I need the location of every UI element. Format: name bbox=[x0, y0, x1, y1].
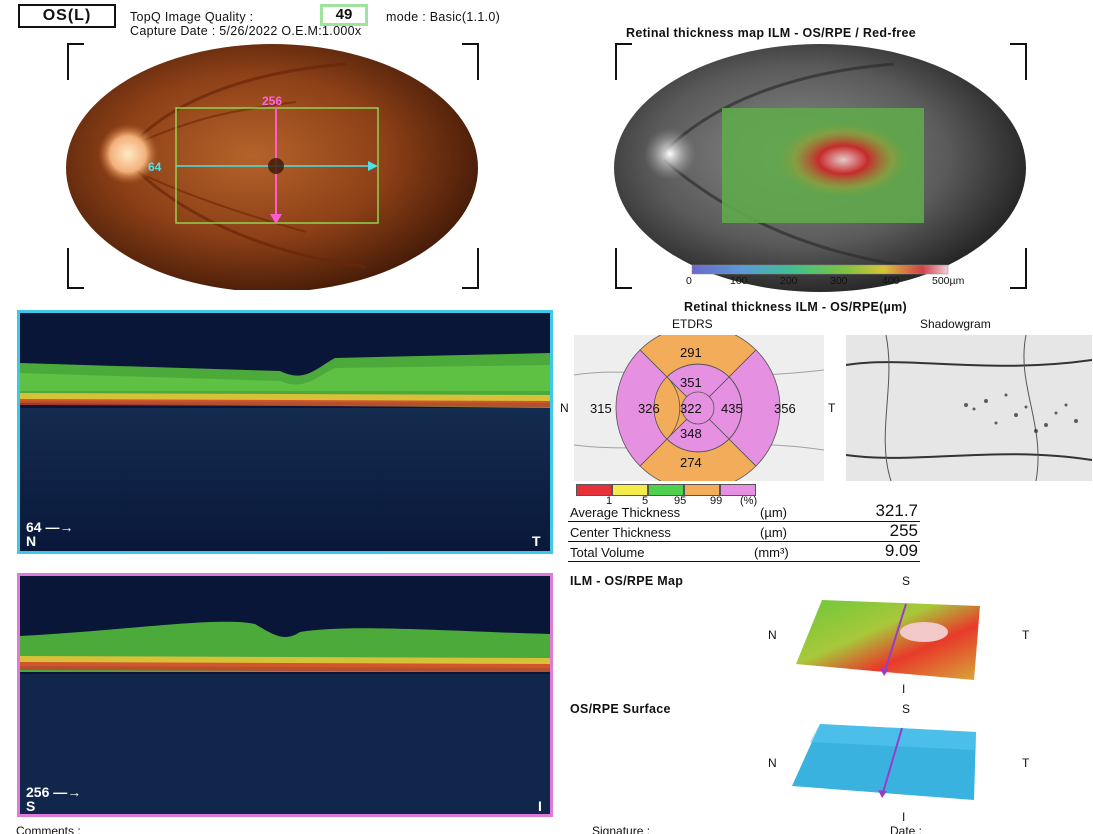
fundus-panel: 256 64 bbox=[66, 42, 480, 292]
scale-tick: 400 bbox=[882, 275, 900, 287]
avg-thickness-unit: (µm) bbox=[760, 505, 787, 520]
bscan-horizontal-image bbox=[20, 313, 550, 551]
thickness-map-image bbox=[614, 43, 1027, 292]
bscan-h-right: T bbox=[532, 533, 541, 549]
thickness-map-panel: 0 100 200 300 400 500µm bbox=[614, 42, 1028, 292]
stat-row-average: Average Thickness (µm) 321.7 bbox=[568, 501, 920, 522]
etdrs-chart: 291 351 315 326 322 435 356 348 274 bbox=[574, 335, 824, 481]
etdrs-grid bbox=[574, 335, 824, 481]
stat-row-volume: Total Volume (mm³) 9.09 bbox=[568, 541, 920, 562]
scan-v-label: 256 bbox=[262, 94, 283, 108]
etdrs-outer-temporal: 356 bbox=[774, 401, 796, 416]
center-thickness-unit: (µm) bbox=[760, 525, 787, 540]
legend-swatch-borderline-high bbox=[684, 484, 720, 496]
signature-label: Signature : bbox=[592, 824, 651, 834]
etdrs-side-n: N bbox=[560, 401, 569, 415]
total-volume-value: 9.09 bbox=[884, 541, 918, 560]
bscan-h-index: 64 —→ bbox=[26, 519, 74, 535]
legend-tick: 99 bbox=[710, 495, 723, 507]
legend-tick: 1 bbox=[606, 495, 613, 507]
total-volume-label: Total Volume bbox=[570, 545, 645, 560]
legend-tick: (%) bbox=[740, 495, 758, 507]
legend-swatch-borderline-low bbox=[612, 484, 648, 496]
center-thickness-value: 255 bbox=[889, 521, 918, 540]
legend-tick: 5 bbox=[642, 495, 649, 507]
bscan-v-index: 256 —→ bbox=[26, 784, 82, 800]
etdrs-inner-nasal: 326 bbox=[638, 401, 660, 416]
ilm-3d-surface bbox=[794, 590, 984, 682]
shadowgram-image bbox=[846, 335, 1092, 481]
quality-value: 49 bbox=[320, 4, 368, 26]
capture-date: Capture Date : 5/26/2022 O.E.M:1.000x bbox=[130, 24, 362, 38]
osrpe-n: N bbox=[768, 756, 777, 770]
etdrs-outer-superior: 291 bbox=[680, 345, 702, 360]
legend-tick: 95 bbox=[674, 495, 687, 507]
legend-ticks: 1 5 95 99 (%) bbox=[576, 495, 776, 507]
etdrs-title: Retinal thickness ILM - OS/RPE(µm) bbox=[684, 300, 907, 314]
quality-label: TopQ Image Quality : bbox=[130, 10, 254, 24]
total-volume-unit: (mm³) bbox=[754, 545, 789, 560]
etdrs-center: 322 bbox=[680, 401, 702, 416]
etdrs-inner-inferior: 348 bbox=[680, 426, 702, 441]
legend-swatch-normal bbox=[648, 484, 684, 496]
etdrs-side-t: T bbox=[828, 401, 836, 415]
osrpe-3d-surface bbox=[790, 720, 980, 804]
etdrs-inner-superior: 351 bbox=[680, 375, 702, 390]
thickness-scale-ticks: 0 100 200 300 400 500µm bbox=[686, 275, 1016, 289]
scale-tick: 100 bbox=[730, 275, 748, 287]
osrpe-s: S bbox=[902, 702, 911, 716]
osrpe-t: T bbox=[1022, 756, 1030, 770]
fundus-image bbox=[66, 43, 479, 292]
stat-row-center: Center Thickness (µm) 255 bbox=[568, 521, 920, 542]
bscan-v-right: I bbox=[538, 798, 542, 814]
avg-thickness-value: 321.7 bbox=[875, 501, 918, 520]
ilm-map-n: N bbox=[768, 628, 777, 642]
legend-swatch-low bbox=[576, 484, 612, 496]
etdrs-outer-nasal: 315 bbox=[590, 401, 612, 416]
scale-tick: 0 bbox=[686, 275, 692, 287]
shadowgram-label: Shadowgram bbox=[920, 317, 991, 331]
etdrs-legend bbox=[576, 484, 756, 496]
thickness-map-title: Retinal thickness map ILM - OS/RPE / Red… bbox=[626, 26, 916, 40]
bscan-vertical: 256 —→ S I bbox=[17, 573, 553, 817]
scale-tick: 200 bbox=[780, 275, 798, 287]
mode-label: mode : Basic(1.1.0) bbox=[386, 10, 501, 24]
ilm-map-t: T bbox=[1022, 628, 1030, 642]
etdrs-inner-temporal: 435 bbox=[721, 401, 743, 416]
etdrs-label: ETDRS bbox=[672, 317, 713, 331]
center-thickness-label: Center Thickness bbox=[570, 525, 671, 540]
bscan-horizontal: 64 —→ N T bbox=[17, 310, 553, 554]
bscan-h-left: N bbox=[26, 533, 37, 549]
etdrs-outer-inferior: 274 bbox=[680, 455, 702, 470]
eye-label: OS(L) bbox=[18, 4, 116, 28]
scale-tick: 300 bbox=[830, 275, 848, 287]
comments-label: Comments : bbox=[16, 824, 81, 834]
ilm-map-i: I bbox=[902, 682, 906, 696]
scale-tick: 500µm bbox=[932, 275, 965, 287]
osrpe-i: I bbox=[902, 810, 906, 824]
bscan-vertical-image bbox=[20, 576, 550, 814]
ilm-map-title: ILM - OS/RPE Map bbox=[570, 574, 684, 588]
date-label: Date : bbox=[890, 824, 923, 834]
ilm-map-s: S bbox=[902, 574, 911, 588]
bscan-v-left: S bbox=[26, 798, 36, 814]
osrpe-surface-title: OS/RPE Surface bbox=[570, 702, 671, 716]
scan-h-label: 64 bbox=[148, 160, 162, 174]
legend-swatch-high bbox=[720, 484, 756, 496]
avg-thickness-label: Average Thickness bbox=[570, 505, 681, 520]
